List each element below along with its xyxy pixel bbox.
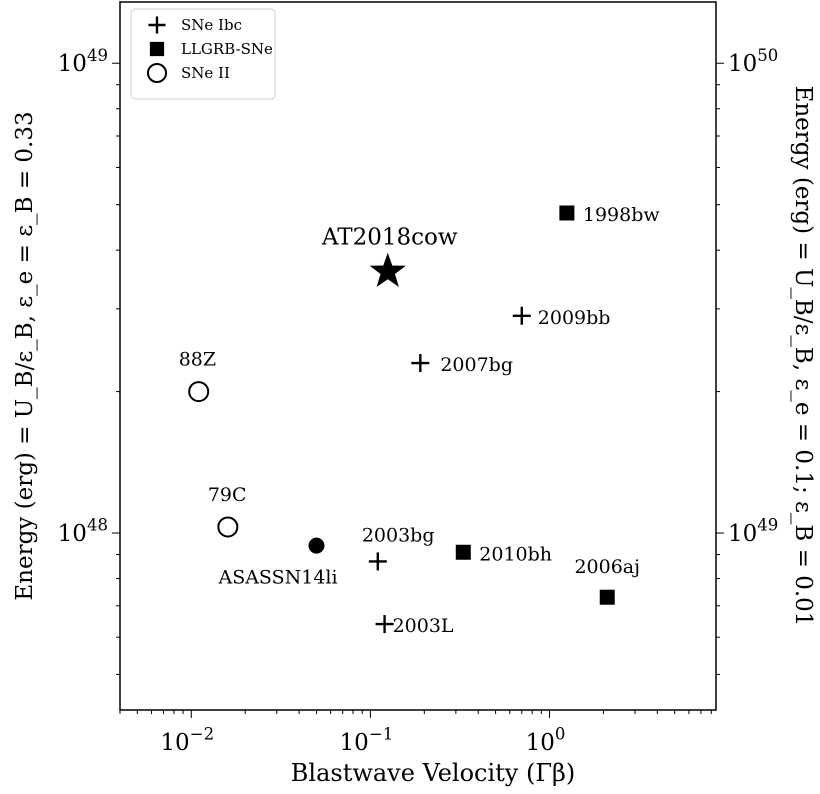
legend-box [130, 8, 276, 100]
data-point-2007bg [411, 354, 430, 373]
data-point-2009bb [512, 306, 531, 325]
y-left-tick-label: 1048 [58, 516, 108, 547]
y-right-tick-label: 1050 [728, 46, 778, 77]
y-axis-label-left: Energy (erg) = U_B/ε_B, ε_e = ε_B = 0.33 [12, 111, 38, 600]
data-point-2003L [375, 615, 394, 634]
data-point-2003bg [368, 552, 387, 571]
point-label-AT2018cow: AT2018cow [321, 225, 458, 251]
data-point-2006aj [599, 589, 615, 605]
data-point-2010bh [455, 544, 471, 560]
point-label-79C: 79C [208, 484, 247, 506]
data-point-79C [217, 516, 239, 538]
y-left-tick-label: 1049 [58, 46, 108, 77]
legend-marker-plus [148, 16, 166, 34]
point-label-2003L: 2003L [393, 615, 454, 637]
point-label-2010bh: 2010bh [479, 543, 552, 565]
x-tick-label: 10−1 [340, 725, 394, 756]
legend-label: LLGRB-SNe [181, 40, 273, 58]
x-tick-label: 100 [526, 725, 566, 756]
data-point-ASASSN14li [308, 537, 325, 554]
point-label-2009bb: 2009bb [538, 307, 611, 329]
point-label-88Z: 88Z [179, 349, 216, 371]
tick-layer: 10−2 10−1 100 1048 1049 1049 1050 [58, 46, 779, 756]
point-labels: 2009bb 2007bg 2003bg 2003L 1998bw 2010bh 2006a… [179, 204, 661, 637]
y-right-tick-label: 1049 [728, 516, 778, 547]
plot-frame [119, 1, 717, 711]
y-axis-label-right: Energy (erg) = U_B/ε_B, ε_e = 0.1; ε_B =… [790, 86, 816, 627]
legend: SNe Ibc LLGRB-SNe SNe II [130, 8, 276, 100]
point-label-2006aj: 2006aj [574, 556, 640, 578]
point-label-ASASSN14li: ASASSN14li [217, 567, 337, 589]
x-tick-label: 10−2 [160, 725, 214, 756]
legend-label: SNe Ibc [181, 16, 242, 34]
legend-marker-circle-open [146, 62, 168, 84]
x-axis-label: Blastwave Velocity (Γβ) [291, 759, 575, 787]
point-label-2007bg: 2007bg [440, 354, 513, 376]
legend-marker-square [149, 41, 165, 57]
data-point-1998bw [559, 205, 575, 221]
legend-label: SNe II [181, 64, 230, 82]
point-label-2003bg: 2003bg [362, 524, 435, 546]
data-point-88Z [188, 381, 210, 403]
marks-layer [188, 205, 615, 634]
point-label-1998bw: 1998bw [583, 204, 661, 226]
data-point-AT2018cow [369, 252, 406, 288]
